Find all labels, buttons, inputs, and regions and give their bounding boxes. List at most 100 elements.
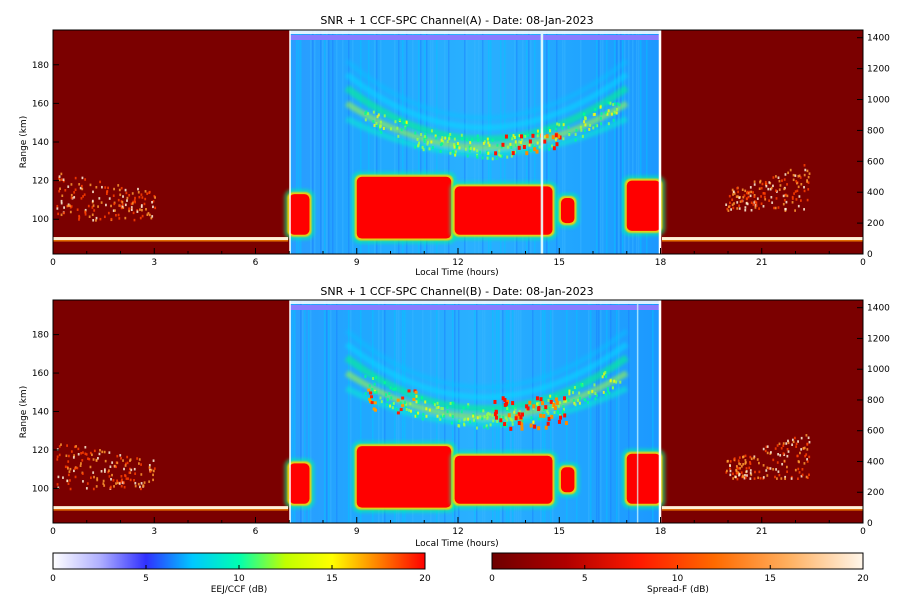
spread-f-speckle — [775, 197, 778, 200]
spread-f-speckle — [121, 200, 124, 204]
spread-f-speckle — [129, 467, 131, 471]
ccf-speckle — [509, 418, 512, 422]
colorbar-spread-f: 0 5 10 15 20 Spread-F (dB) — [489, 552, 869, 595]
noise-stripe — [420, 30, 422, 254]
spread-f-speckle — [777, 470, 780, 473]
y-tick-label: 180 — [32, 61, 49, 71]
spread-f-speckle — [82, 195, 84, 198]
spread-f-speckle — [70, 450, 73, 453]
spread-f-speckle — [737, 459, 740, 462]
spread-f-speckle — [125, 477, 128, 480]
spread-f-speckle — [786, 448, 789, 451]
baseline-glow-2 — [662, 240, 863, 242]
spread-f-speckle — [725, 203, 728, 206]
spread-f-speckle — [78, 183, 81, 186]
ccf-blob — [541, 401, 545, 406]
spread-f-speckle — [58, 175, 61, 178]
ccf-speckle — [486, 426, 489, 430]
noise-stripe — [600, 300, 602, 523]
ccf-speckle — [483, 415, 486, 419]
spread-f-speckle — [136, 209, 139, 212]
ccf-speckle — [486, 156, 489, 160]
noise-stripe — [458, 300, 460, 523]
ccf-blob — [507, 413, 511, 418]
ccf-speckle — [450, 401, 453, 405]
ccf-blob — [494, 410, 498, 415]
spread-f-speckle — [769, 187, 772, 191]
spread-f-speckle — [87, 457, 89, 460]
spread-f-speckle — [750, 201, 753, 205]
spread-f-speckle — [81, 187, 84, 191]
spread-f-speckle — [128, 471, 131, 474]
ccf-speckle — [468, 145, 471, 149]
ccf-speckle — [417, 397, 420, 401]
spread-f-speckle — [124, 203, 127, 207]
spread-f-speckle — [70, 205, 73, 208]
spread-f-speckle — [152, 205, 154, 209]
ccf-speckle — [386, 397, 389, 401]
spread-f-speckle — [112, 479, 115, 482]
spread-f-speckle — [84, 178, 87, 181]
spread-f-speckle — [759, 476, 762, 480]
spread-f-speckle — [769, 467, 772, 470]
spread-f-speckle — [760, 202, 763, 205]
ccf-speckle — [588, 127, 591, 131]
spread-f-speckle — [787, 450, 790, 453]
x-tick-label: 3 — [151, 258, 157, 268]
y2-tick-label: 600 — [867, 157, 884, 167]
ccf-speckle — [548, 147, 551, 151]
spread-f-speckle — [726, 460, 729, 463]
spread-f-speckle — [60, 213, 63, 217]
spread-f-speckle — [128, 209, 130, 213]
spread-f-speckle — [60, 199, 63, 203]
noise-stripe — [382, 300, 384, 523]
spread-f-speckle — [120, 186, 123, 190]
ccf-blob — [399, 408, 403, 412]
ccf-speckle — [400, 128, 403, 132]
spread-f-speckle — [792, 440, 795, 444]
ccf-blob — [412, 397, 416, 401]
spread-f-speckle — [84, 445, 87, 449]
spread-f-speckle — [100, 201, 103, 204]
spread-f-speckle — [130, 202, 133, 206]
plot-area — [53, 300, 863, 523]
spread-f-speckle — [146, 192, 149, 195]
ccf-blob — [528, 139, 532, 144]
ccf-speckle — [548, 406, 551, 410]
noise-stripe — [348, 30, 350, 254]
ccf-speckle — [378, 127, 381, 131]
ccf-speckle — [488, 143, 491, 147]
spread-f-speckle — [139, 208, 141, 211]
spread-f-speckle — [58, 453, 61, 457]
spread-f-speckle — [731, 198, 734, 202]
spread-f-speckle — [109, 465, 112, 468]
noise-stripe — [598, 30, 600, 254]
ccf-speckle — [594, 108, 597, 112]
spread-f-speckle — [777, 453, 780, 456]
eej-band — [284, 171, 666, 244]
noise-stripe — [312, 30, 314, 254]
colorbar-tick-label: 5 — [143, 574, 149, 584]
ccf-speckle — [498, 415, 501, 419]
ccf-speckle — [511, 137, 514, 141]
spread-f-speckle — [725, 471, 728, 474]
ccf-blob — [493, 399, 497, 404]
spread-f-speckle — [80, 451, 83, 455]
ccf-speckle — [375, 390, 378, 394]
spread-f-speckle — [97, 457, 99, 460]
ccf-speckle — [365, 110, 368, 114]
spread-f-speckle — [808, 440, 811, 444]
noise-stripe — [454, 300, 456, 523]
spread-f-speckle — [98, 452, 101, 456]
spread-f-speckle — [728, 205, 731, 208]
spread-f-speckle — [808, 473, 810, 477]
ccf-speckle — [558, 401, 561, 405]
spread-f-speckle — [770, 195, 773, 199]
ccf-speckle — [439, 417, 442, 421]
panel-title: SNR + 1 CCF-SPC Channel(A) - Date: 08-Ja… — [320, 14, 593, 27]
ccf-speckle — [421, 145, 424, 149]
ccf-speckle — [602, 390, 605, 394]
ccf-speckle — [415, 410, 418, 414]
y2-tick-label: 800 — [867, 396, 884, 406]
ccf-speckle — [561, 410, 564, 414]
